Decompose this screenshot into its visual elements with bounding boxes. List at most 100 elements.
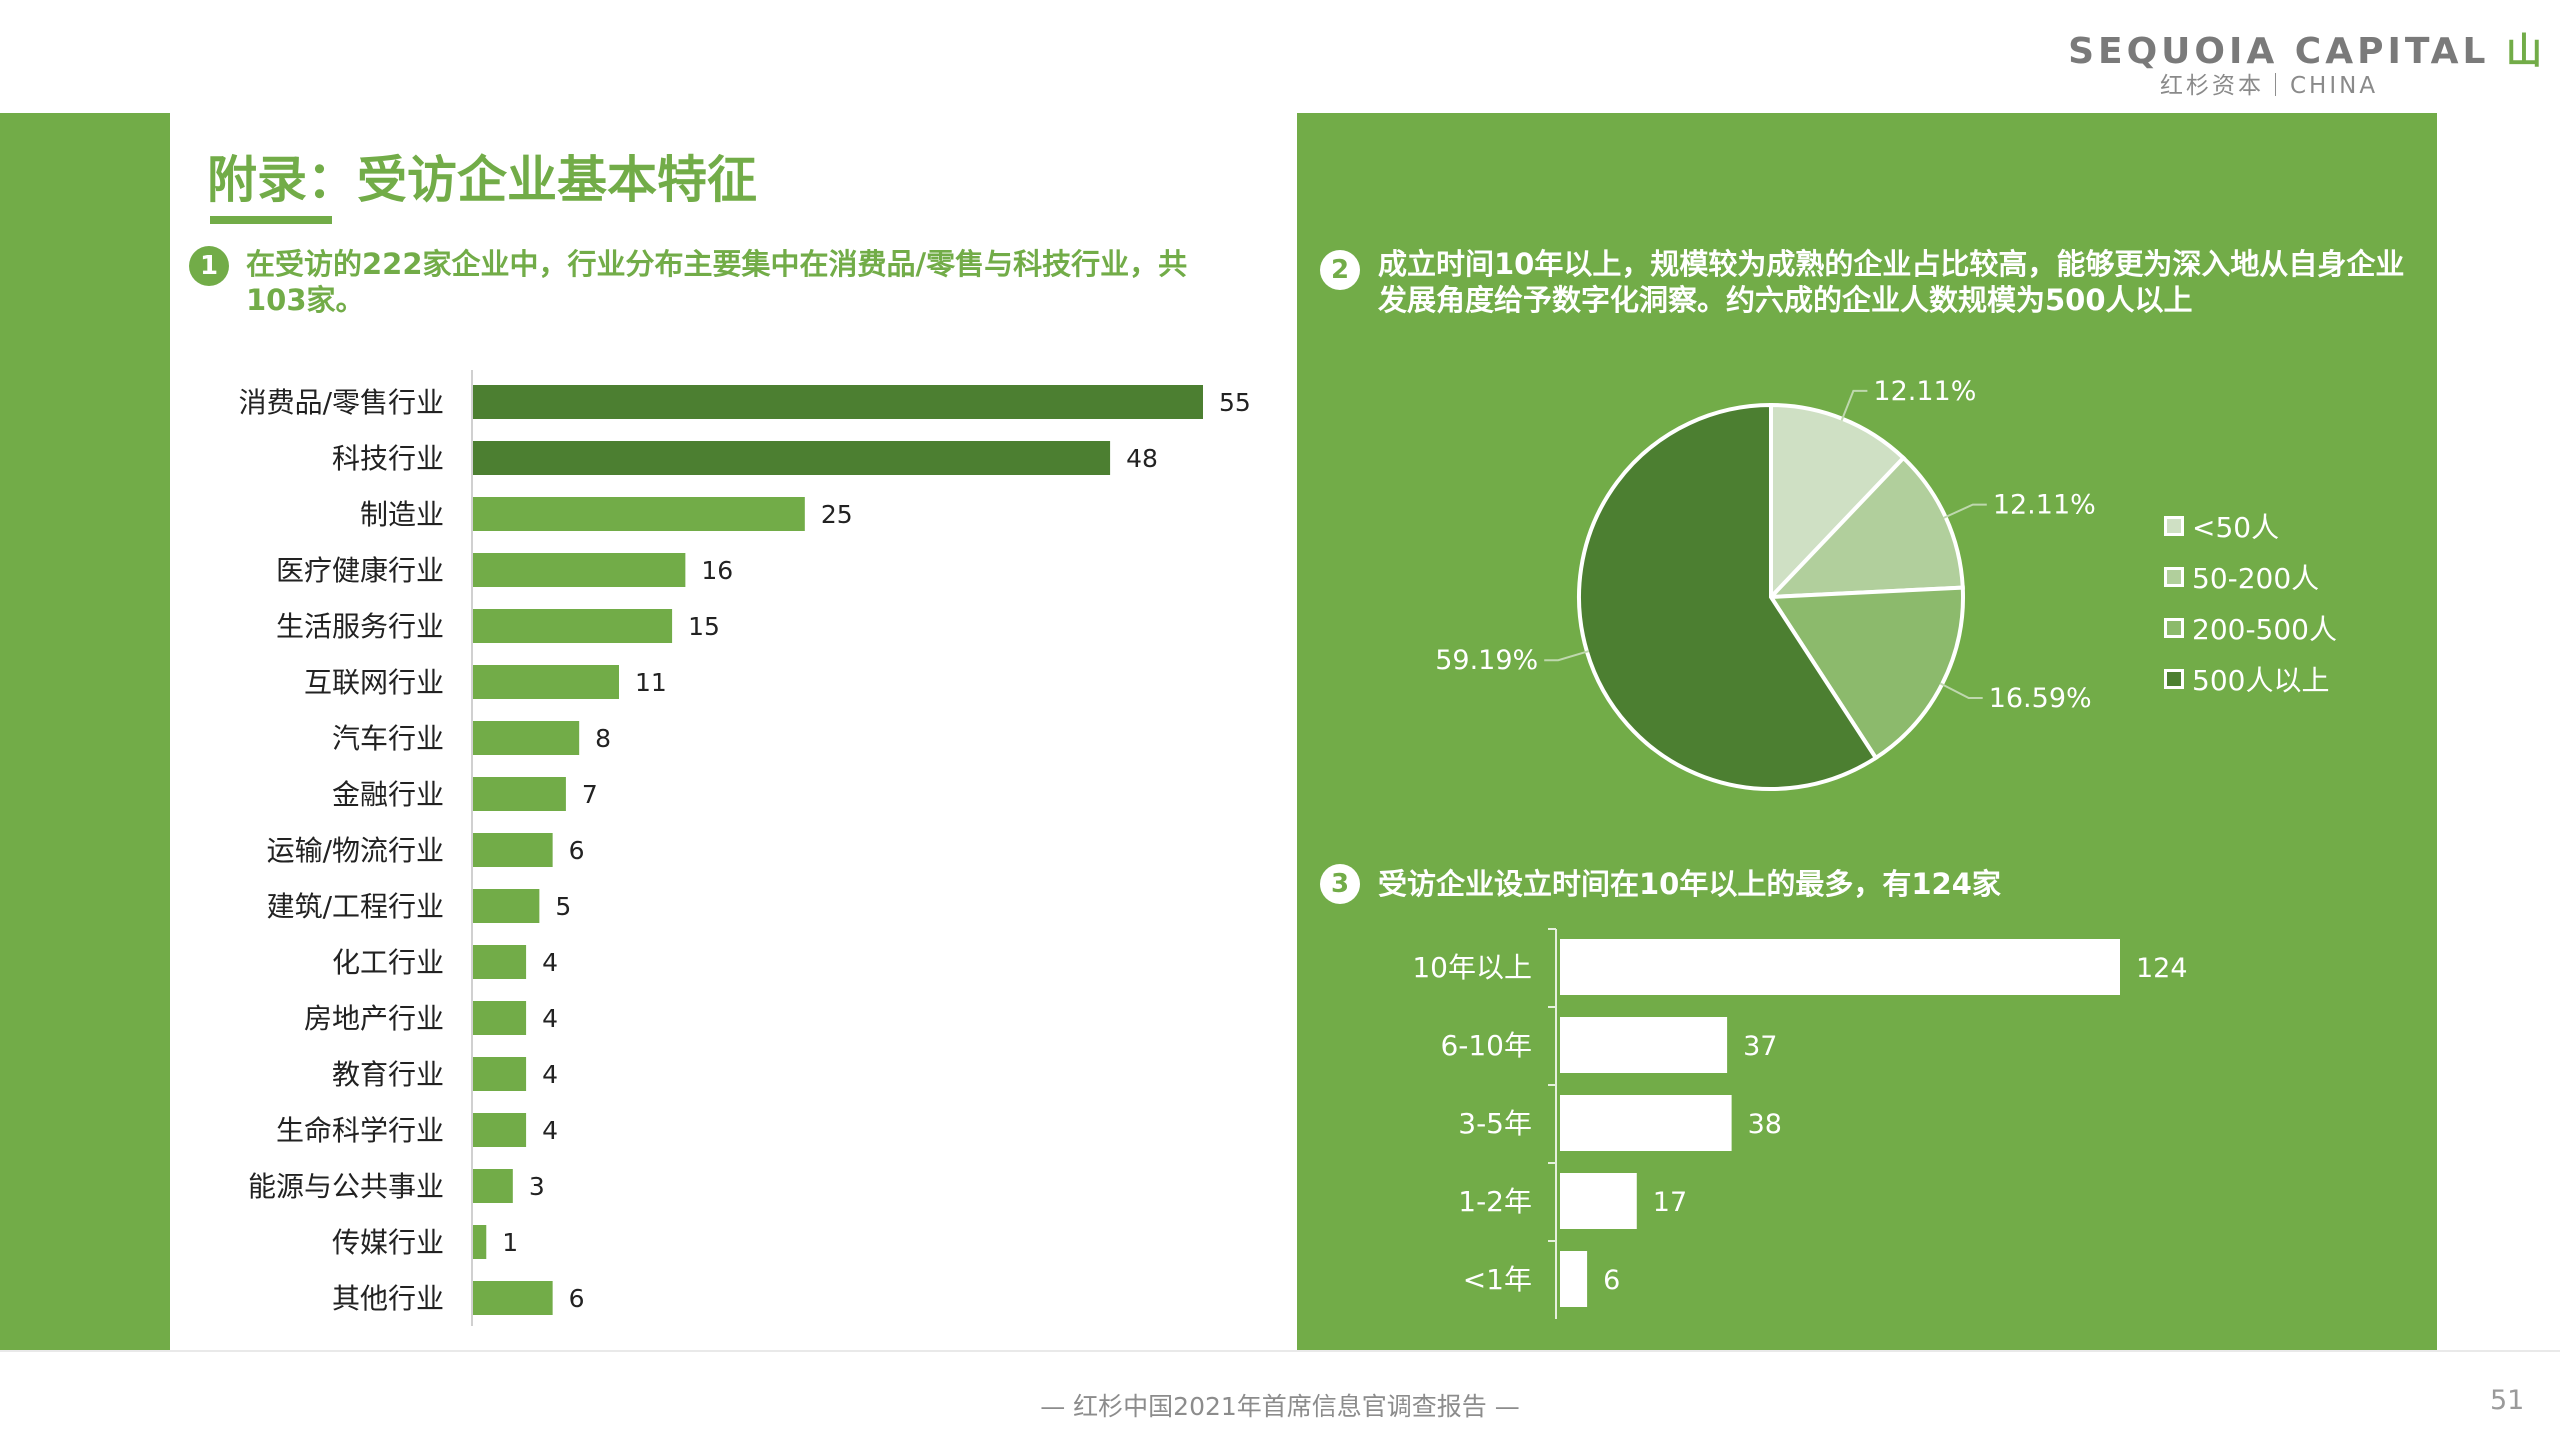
industry-bar: [473, 1113, 527, 1147]
industry-bar: [473, 665, 619, 699]
industry-category-label: 运输/物流行业: [267, 834, 444, 867]
industry-category-label: 生命科学行业: [276, 1114, 444, 1147]
brand-logo: SEQUOIA CAPITAL 山: [2068, 22, 2542, 74]
age-category-label: 1-2年: [1458, 1185, 1532, 1218]
industry-value-label: 6: [569, 1284, 585, 1313]
industry-value-label: 7: [582, 780, 598, 809]
company-age-bar-chart: 10年以上 124 6-10年 37 3-5年 38 1-2年 17 <1年 6: [1412, 928, 2188, 1319]
industry-bar: [473, 441, 1111, 475]
company-size-pie-chart: 12.11% 12.11% 16.59% 59.19%: [1435, 376, 2096, 791]
industry-value-label: 55: [1219, 388, 1251, 417]
legend-swatch: [2164, 617, 2184, 638]
legend-swatch: [2164, 668, 2184, 689]
industry-category-label: 传媒行业: [332, 1226, 444, 1259]
industry-value-label: 48: [1126, 444, 1158, 473]
industry-value-label: 4: [542, 1060, 558, 1089]
industry-value-label: 6: [569, 836, 585, 865]
industry-value-label: 4: [542, 1004, 558, 1033]
legend-label: 500人以上: [2192, 663, 2330, 697]
age-category-label: <1年: [1463, 1263, 1532, 1296]
pie-leader-line: [1943, 503, 1987, 519]
age-bar: [1560, 1251, 1588, 1307]
industry-category-label: 化工行业: [332, 946, 444, 979]
industry-bar: [473, 497, 805, 531]
age-bar: [1560, 1017, 1728, 1073]
industry-bar: [473, 1001, 527, 1035]
section-3-badge: 3: [1320, 864, 1360, 904]
bottom-divider: [0, 1350, 2560, 1352]
industry-bar: [473, 721, 580, 755]
pie-value-label: 12.11%: [1993, 490, 2096, 521]
industry-bar: [473, 1057, 527, 1091]
age-value-label: 17: [1653, 1187, 1687, 1218]
section-2-badge: 2: [1320, 250, 1360, 290]
industry-category-label: 房地产行业: [304, 1002, 444, 1035]
industry-value-label: 4: [542, 948, 558, 977]
pie-legend: <50人 50-200人 200-500人 500人以上: [2164, 500, 2337, 704]
footer-caption: — 红杉中国2021年首席信息官调查报告 —: [1040, 1392, 1520, 1421]
legend-swatch: [2164, 515, 2184, 536]
pie-leader-line: [1939, 682, 1983, 699]
section-2-heading: 成立时间10年以上，规模较为成熟的企业占比较高，能够更为深入地从自身企业发展角度…: [1378, 247, 2405, 317]
pie-leader-line: [1840, 389, 1868, 421]
legend-label: <50人: [2192, 510, 2280, 544]
industry-value-label: 3: [529, 1172, 545, 1201]
brand-name: SEQUOIA CAPITAL: [2068, 31, 2490, 72]
page-number: 51: [2490, 1385, 2525, 1416]
age-bar: [1560, 1173, 1637, 1229]
industry-bar: [473, 833, 553, 867]
age-value-label: 6: [1603, 1265, 1620, 1296]
industry-category-label: 消费品/零售行业: [239, 386, 444, 419]
industry-bar: [473, 1169, 513, 1203]
section-3-heading: 受访企业设立时间在10年以上的最多，有124家: [1378, 867, 2001, 901]
industry-value-label: 4: [542, 1116, 558, 1145]
age-value-label: 37: [1743, 1031, 1777, 1062]
industry-category-label: 生活服务行业: [276, 610, 444, 643]
industry-bar: [473, 1225, 487, 1259]
brand-subtitle: 红杉资本｜CHINA: [2160, 73, 2379, 99]
legend-label: 200-500人: [2192, 612, 2337, 646]
industry-category-label: 教育行业: [332, 1058, 444, 1091]
pie-value-label: 59.19%: [1435, 645, 1538, 676]
industry-bar: [473, 945, 527, 979]
age-bar: [1560, 939, 2120, 995]
industry-bar: [473, 1281, 553, 1315]
section-1-heading: 在受访的222家企业中，行业分布主要集中在消费品/零售与科技行业，共103家。: [246, 247, 1188, 317]
age-value-label: 38: [1748, 1109, 1782, 1140]
legend-item: 500人以上: [2164, 653, 2337, 704]
legend-swatch: [2164, 566, 2184, 587]
age-bar: [1560, 1095, 1732, 1151]
left-accent-strip: [0, 113, 170, 1350]
industry-value-label: 1: [502, 1228, 518, 1257]
industry-bar: [473, 889, 540, 923]
industry-category-label: 其他行业: [332, 1282, 444, 1315]
industry-value-label: 5: [555, 892, 571, 921]
age-value-label: 124: [2136, 953, 2188, 984]
industry-value-label: 15: [688, 612, 720, 641]
industry-bar: [473, 385, 1203, 419]
age-category-label: 10年以上: [1412, 951, 1532, 984]
industry-category-label: 金融行业: [332, 778, 444, 811]
industry-bar: [473, 609, 673, 643]
section-1-badge: 1: [189, 246, 229, 286]
industry-bar: [473, 553, 686, 587]
industry-category-label: 建筑/工程行业: [267, 890, 444, 923]
industry-value-label: 25: [821, 500, 853, 529]
industry-value-label: 16: [701, 556, 733, 585]
pie-leader-line: [1544, 650, 1590, 662]
age-category-label: 3-5年: [1458, 1107, 1532, 1140]
page-title: 附录：受访企业基本特征: [207, 151, 757, 209]
industry-category-label: 互联网行业: [304, 666, 444, 699]
industry-value-label: 11: [635, 668, 667, 697]
industry-category-label: 医疗健康行业: [276, 554, 444, 587]
industry-category-label: 科技行业: [332, 442, 444, 475]
title-underline: [210, 216, 332, 224]
sequoia-mark-icon: 山: [2505, 31, 2542, 72]
industry-value-label: 8: [595, 724, 611, 753]
legend-item: 200-500人: [2164, 602, 2337, 653]
industry-bar: [473, 777, 566, 811]
industry-category-label: 汽车行业: [332, 722, 444, 755]
industry-category-label: 制造业: [360, 498, 444, 531]
age-category-label: 6-10年: [1440, 1029, 1532, 1062]
